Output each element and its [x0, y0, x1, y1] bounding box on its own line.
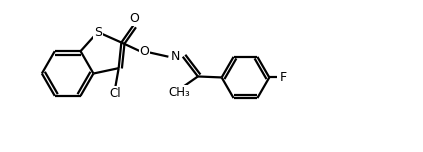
Text: O: O — [129, 12, 139, 26]
Text: S: S — [94, 26, 102, 38]
Text: O: O — [140, 45, 149, 58]
Text: N: N — [170, 50, 180, 63]
Text: Cl: Cl — [109, 87, 121, 100]
Text: F: F — [280, 71, 287, 84]
Text: CH₃: CH₃ — [168, 86, 190, 99]
